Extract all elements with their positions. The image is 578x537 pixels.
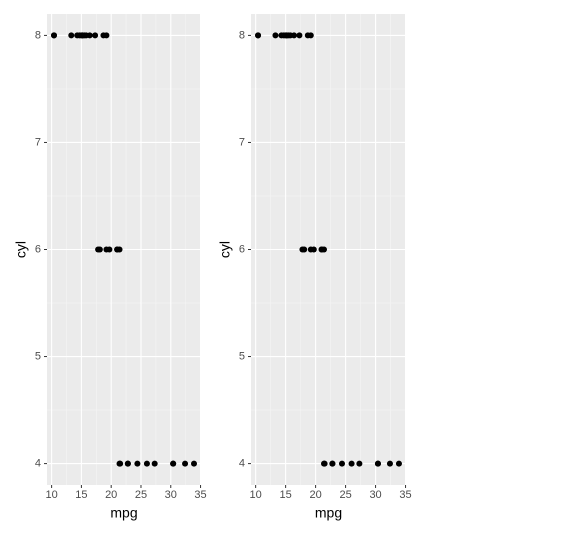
point [386, 460, 393, 467]
y-tick-label: 4 [239, 457, 245, 469]
y-tick-label: 4 [35, 457, 41, 469]
point [92, 32, 99, 39]
x-axis-title: mpg [110, 505, 137, 521]
point [134, 460, 141, 467]
point [338, 460, 345, 467]
y-tick-label: 7 [239, 136, 245, 148]
y-axis-title: cyl [13, 241, 29, 258]
point [321, 460, 328, 467]
point [103, 32, 110, 39]
x-tick-label: 35 [399, 489, 411, 501]
point [356, 460, 363, 467]
point [68, 32, 75, 39]
point [182, 460, 189, 467]
point [170, 460, 177, 467]
y-tick-label: 6 [35, 243, 41, 255]
point [124, 460, 131, 467]
point [116, 246, 123, 253]
x-tick-label: 25 [135, 489, 147, 501]
point [255, 32, 262, 39]
point [287, 32, 294, 39]
point [299, 246, 306, 253]
point [272, 32, 279, 39]
point [296, 32, 303, 39]
x-tick-label: 30 [369, 489, 381, 501]
y-tick-label: 7 [35, 136, 41, 148]
point [83, 32, 90, 39]
x-tick-label: 35 [194, 489, 206, 501]
point [395, 460, 402, 467]
x-tick-label: 30 [165, 489, 177, 501]
point [191, 460, 197, 467]
y-tick-label: 6 [239, 243, 245, 255]
x-tick-label: 10 [250, 489, 262, 501]
y-tick-label: 5 [35, 350, 41, 362]
point [51, 32, 57, 39]
x-tick-label: 10 [45, 489, 57, 501]
x-tick-label: 20 [105, 489, 117, 501]
point [151, 460, 158, 467]
point [282, 32, 289, 39]
y-tick-label: 8 [35, 29, 41, 41]
point [78, 32, 85, 39]
x-tick-label: 15 [75, 489, 87, 501]
y-tick-label: 5 [239, 350, 245, 362]
point [116, 460, 123, 467]
point [95, 246, 102, 253]
x-axis-title: mpg [315, 505, 342, 521]
point [106, 246, 113, 253]
y-tick-label: 8 [239, 29, 245, 41]
point [143, 460, 150, 467]
x-tick-label: 15 [280, 489, 292, 501]
x-tick-label: 25 [339, 489, 351, 501]
point [329, 460, 336, 467]
x-tick-label: 20 [309, 489, 321, 501]
point [348, 460, 355, 467]
point [307, 32, 314, 39]
point [310, 246, 317, 253]
y-axis-title: cyl [217, 241, 233, 258]
point [374, 460, 381, 467]
point [321, 246, 328, 253]
